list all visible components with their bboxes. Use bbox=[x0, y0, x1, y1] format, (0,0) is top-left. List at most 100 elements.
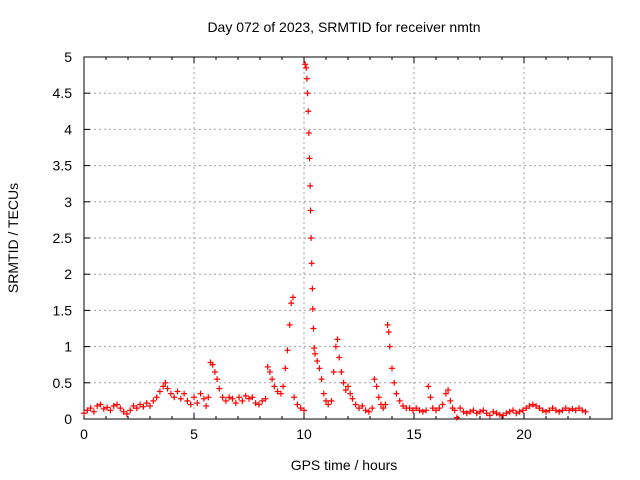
data-point bbox=[127, 407, 134, 414]
data-point bbox=[369, 405, 376, 412]
data-point bbox=[184, 397, 191, 404]
data-point bbox=[396, 397, 403, 404]
data-point bbox=[529, 401, 536, 408]
data-point bbox=[203, 402, 210, 409]
data-point bbox=[200, 395, 207, 402]
axis-ticks bbox=[83, 56, 612, 420]
data-point bbox=[380, 405, 387, 412]
data-point bbox=[413, 405, 420, 412]
data-point bbox=[546, 407, 553, 414]
data-point bbox=[262, 395, 269, 402]
data-point bbox=[320, 390, 327, 397]
data-point bbox=[303, 75, 310, 82]
x-tick-label: 10 bbox=[296, 426, 312, 442]
data-point bbox=[156, 388, 163, 395]
data-point bbox=[284, 347, 291, 354]
data-point bbox=[365, 408, 372, 415]
data-point bbox=[174, 388, 181, 395]
data-point bbox=[236, 394, 243, 401]
data-point bbox=[513, 410, 520, 417]
data-point bbox=[566, 407, 573, 414]
data-point bbox=[457, 405, 464, 412]
data-point bbox=[164, 385, 171, 392]
data-point bbox=[214, 376, 221, 383]
data-point bbox=[274, 388, 281, 395]
data-point bbox=[147, 402, 153, 409]
data-point bbox=[536, 405, 543, 412]
y-tick-label: 1 bbox=[64, 339, 72, 355]
data-point bbox=[496, 411, 503, 418]
data-point bbox=[328, 397, 335, 404]
data-point bbox=[572, 407, 579, 414]
data-point bbox=[490, 408, 497, 415]
data-point bbox=[500, 412, 507, 419]
data-point bbox=[425, 383, 432, 390]
data-point bbox=[318, 376, 325, 383]
data-point bbox=[123, 410, 130, 417]
data-point bbox=[303, 64, 310, 71]
data-point bbox=[160, 383, 167, 390]
plot-frame bbox=[83, 56, 613, 420]
data-point bbox=[416, 407, 423, 414]
data-point bbox=[352, 401, 359, 408]
data-point bbox=[312, 350, 318, 357]
data-point bbox=[362, 407, 369, 414]
data-point bbox=[391, 379, 398, 386]
data-point bbox=[526, 402, 533, 409]
data-point bbox=[239, 397, 246, 404]
data-point bbox=[114, 401, 120, 408]
data-point bbox=[429, 405, 436, 412]
data-point bbox=[222, 397, 229, 404]
data-point bbox=[516, 408, 523, 415]
data-point bbox=[427, 394, 434, 401]
y-tick-label: 4 bbox=[64, 121, 72, 137]
data-point bbox=[90, 408, 97, 415]
data-point bbox=[110, 402, 117, 409]
data-point bbox=[97, 401, 104, 408]
data-point bbox=[306, 155, 313, 162]
data-point bbox=[332, 343, 339, 350]
grid-lines bbox=[84, 57, 612, 419]
y-tick-label: 2.5 bbox=[53, 230, 73, 246]
data-point bbox=[439, 401, 446, 408]
data-point bbox=[277, 390, 284, 397]
data-point bbox=[314, 358, 321, 365]
data-point bbox=[340, 379, 347, 386]
data-points bbox=[81, 61, 589, 421]
data-point bbox=[523, 405, 530, 412]
data-point bbox=[480, 407, 487, 414]
data-point bbox=[269, 376, 276, 383]
data-point bbox=[305, 130, 312, 137]
data-point bbox=[246, 395, 252, 402]
data-point bbox=[445, 387, 452, 394]
data-point bbox=[167, 390, 174, 397]
data-point bbox=[539, 407, 546, 414]
data-point bbox=[81, 410, 87, 417]
data-point bbox=[330, 368, 337, 375]
data-point bbox=[503, 410, 510, 417]
data-point bbox=[559, 407, 566, 414]
data-point bbox=[385, 329, 392, 336]
y-axis-tick-labels: 0 0.5 1 1.5 2 2.5 3 3.5 4 4.5 5 bbox=[53, 49, 73, 427]
data-point bbox=[371, 376, 378, 383]
y-tick-label: 2 bbox=[64, 266, 72, 282]
data-point bbox=[242, 392, 249, 399]
data-point bbox=[309, 285, 316, 292]
data-point bbox=[171, 394, 178, 401]
data-point bbox=[533, 402, 540, 409]
data-point bbox=[543, 408, 549, 415]
data-point bbox=[576, 405, 582, 412]
x-axis-tick-labels: 0 5 10 15 20 bbox=[80, 426, 532, 442]
data-point bbox=[280, 383, 287, 390]
y-tick-label: 4.5 bbox=[53, 85, 73, 101]
data-point bbox=[477, 408, 483, 415]
data-point bbox=[187, 401, 194, 408]
data-point bbox=[162, 379, 169, 386]
data-point bbox=[325, 401, 332, 408]
data-point bbox=[130, 402, 137, 409]
data-point bbox=[562, 405, 569, 412]
data-point bbox=[84, 407, 91, 414]
data-point bbox=[323, 397, 329, 404]
data-point bbox=[219, 394, 226, 401]
